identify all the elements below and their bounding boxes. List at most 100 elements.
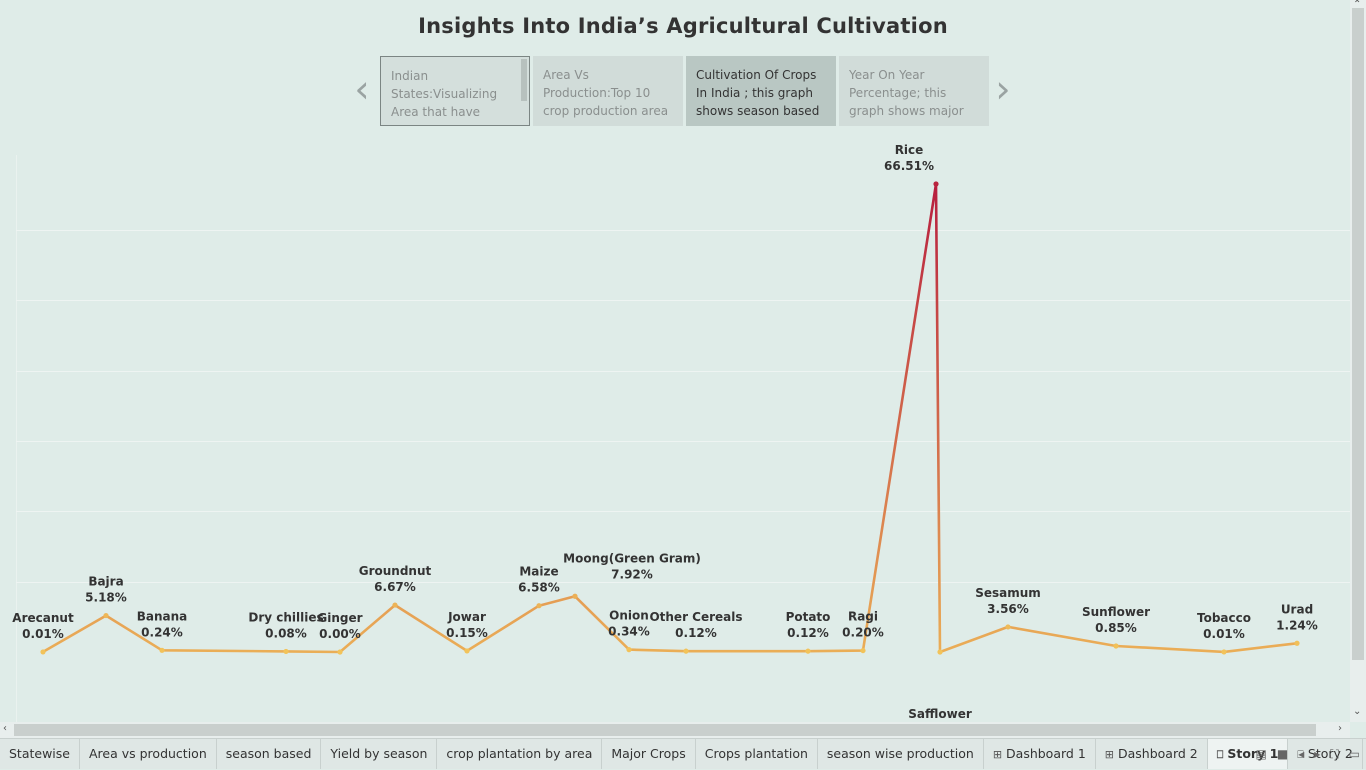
category-label: Tobacco <box>1197 611 1251 625</box>
prev-story-point-arrow[interactable]: ‹ <box>354 67 370 111</box>
next-story-point-arrow[interactable]: › <box>995 67 1011 111</box>
data-point-onion[interactable] <box>626 647 632 653</box>
story-point-2[interactable]: Area Vs Production:Top 10 crop productio… <box>533 56 683 126</box>
data-point-tobacco[interactable] <box>1221 649 1227 655</box>
data-point-ragi[interactable] <box>860 647 866 654</box>
value-label: 3.56% <box>987 602 1029 616</box>
tab-crop-plantation-by-area[interactable]: crop plantation by area <box>437 739 603 769</box>
label-rice: Rice 66.51% <box>884 143 934 173</box>
tab-story-1[interactable]: ⎕ Story 1 <box>1207 739 1289 769</box>
label-groundnut: Groundnut 6.67% <box>359 564 432 594</box>
story-icon: ⎕ <box>1297 748 1304 761</box>
label-tobacco: Tobacco 0.01% <box>1197 611 1251 641</box>
label-onion: Onion 0.34% <box>608 609 650 639</box>
data-point-dry-chillies[interactable] <box>283 648 289 655</box>
category-label: Groundnut <box>359 564 432 578</box>
label-potato: Potato 0.12% <box>786 610 831 640</box>
category-label: Maize <box>519 565 558 579</box>
series-line <box>42 182 1298 654</box>
category-label: Ragi <box>848 610 878 624</box>
data-point-jowar[interactable] <box>464 648 470 654</box>
data-point-rice[interactable] <box>933 181 939 187</box>
data-point-other-cereals[interactable] <box>683 648 689 654</box>
dashboard-icon: ⊞ <box>1104 748 1114 761</box>
value-label: 0.01% <box>1203 627 1245 641</box>
label-sesamum: Sesamum 3.56% <box>975 586 1041 616</box>
data-point-banana[interactable] <box>159 647 165 653</box>
next-sheet-icon[interactable]: ▸ <box>1314 747 1321 761</box>
line-chart: Arecanut 0.01% Bajra 5.18% Banana 0.24% Dry ch… <box>12 143 1350 722</box>
label-dry-chillies: Dry chillies 0.08% <box>248 610 323 640</box>
tab-dashboard-2[interactable]: ⊞ Dashboard 2 <box>1096 739 1208 769</box>
data-point-bajra[interactable] <box>103 612 109 619</box>
story-point-3[interactable]: Cultivation Of Crops In India ; this gra… <box>686 56 836 126</box>
data-point-ginger[interactable] <box>337 649 343 655</box>
data-labels: Arecanut 0.01% Bajra 5.18% Banana 0.24% Dry ch… <box>12 143 1318 721</box>
story-point-navigator: Indian States:Visualizing Area that have… <box>380 56 989 126</box>
data-point-groundnut[interactable] <box>392 602 398 608</box>
data-point-moong-green-gram-[interactable] <box>572 593 578 599</box>
value-label: 5.18% <box>85 591 127 605</box>
presentation-mode-icon[interactable]: ▭ <box>1348 747 1360 761</box>
value-label: 6.67% <box>374 580 416 594</box>
category-label: Dry chillies <box>248 610 323 624</box>
sheet-tab-bar: Statewise Area vs production season base… <box>0 738 1366 769</box>
horizontal-scroll-thumb[interactable] <box>14 724 1316 736</box>
label-urad: Urad 1.24% <box>1276 602 1318 632</box>
scroll-down-icon[interactable]: ⌄ <box>1353 706 1362 717</box>
story-point-1[interactable]: Indian States:Visualizing Area that have <box>380 56 530 126</box>
data-point-potato[interactable] <box>805 648 811 654</box>
tab-season-wise-production[interactable]: season wise production <box>818 739 984 769</box>
value-label: 66.51% <box>884 159 934 173</box>
value-label: 6.58% <box>518 581 560 595</box>
tab-yield-by-season[interactable]: Yield by season <box>321 739 438 769</box>
category-label: Sunflower <box>1082 605 1150 619</box>
story-point-4[interactable]: Year On Year Percentage; this graph show… <box>839 56 989 126</box>
category-label: Urad <box>1281 602 1313 616</box>
value-label: 0.00% <box>319 627 361 641</box>
scroll-left-icon[interactable]: ‹ <box>3 723 7 734</box>
tab-statewise[interactable]: Statewise <box>0 739 80 769</box>
data-point-urad[interactable] <box>1294 640 1300 646</box>
label-ragi: Ragi 0.20% <box>842 610 884 640</box>
data-point-sesamum[interactable] <box>1005 624 1011 630</box>
show-sheet-sorter-icon[interactable]: ▤ <box>1255 747 1267 761</box>
scroll-up-icon[interactable]: ⌃ <box>1353 0 1362 10</box>
label-ginger: Ginger 0.00% <box>317 611 362 641</box>
category-label: Safflower <box>908 707 972 721</box>
label-banana: Banana 0.24% <box>137 609 188 639</box>
vertical-scroll-thumb[interactable] <box>1352 8 1364 660</box>
data-point-arecanut[interactable] <box>40 649 46 655</box>
category-label: Ginger <box>317 611 362 625</box>
label-maize: Maize 6.58% <box>518 565 560 595</box>
tab-area-vs-production[interactable]: Area vs production <box>80 739 217 769</box>
story-icon: ⎕ <box>1216 748 1224 761</box>
tab-season-based[interactable]: season based <box>217 739 322 769</box>
horizontal-scrollbar[interactable]: ‹ › <box>0 722 1350 738</box>
data-point-maize[interactable] <box>536 603 542 609</box>
data-point-sunflower[interactable] <box>1113 643 1119 649</box>
data-point-safflower[interactable] <box>937 649 943 655</box>
previous-sheet-icon[interactable]: ◂ <box>1298 747 1305 761</box>
fullscreen-icon[interactable]: ⛶ <box>1330 746 1339 761</box>
category-label: Arecanut <box>12 611 74 625</box>
tab-crops-plantation[interactable]: Crops plantation <box>696 739 818 769</box>
label-moong-green-gram-: Moong(Green Gram) 7.92% <box>563 551 701 581</box>
value-label: 0.01% <box>22 627 64 641</box>
tab-major-crops[interactable]: Major Crops <box>602 739 696 769</box>
label-jowar: Jowar 0.15% <box>446 610 488 640</box>
value-label: 0.34% <box>608 625 650 639</box>
category-label: Rice <box>895 143 924 157</box>
scroll-right-icon[interactable]: › <box>1338 723 1342 734</box>
tab-dashboard-1[interactable]: ⊞ Dashboard 1 <box>984 739 1096 769</box>
category-label: Other Cereals <box>649 610 742 624</box>
category-label: Jowar <box>447 610 486 624</box>
vertical-scrollbar[interactable]: ⌃ ⌄ <box>1350 0 1366 722</box>
label-sunflower: Sunflower 0.85% <box>1082 605 1150 635</box>
show-filmstrip-icon[interactable]: ■ <box>1276 747 1289 761</box>
dashboard-icon: ⊞ <box>992 748 1003 761</box>
value-label: 1.24% <box>1276 618 1318 632</box>
tab-story-2[interactable]: ⎕ Story 2 <box>1288 739 1363 769</box>
sheet-controls: ▤ ■ ◂ ▸ ⛶ ▭ <box>1256 739 1361 769</box>
chart-marks <box>40 181 1300 655</box>
